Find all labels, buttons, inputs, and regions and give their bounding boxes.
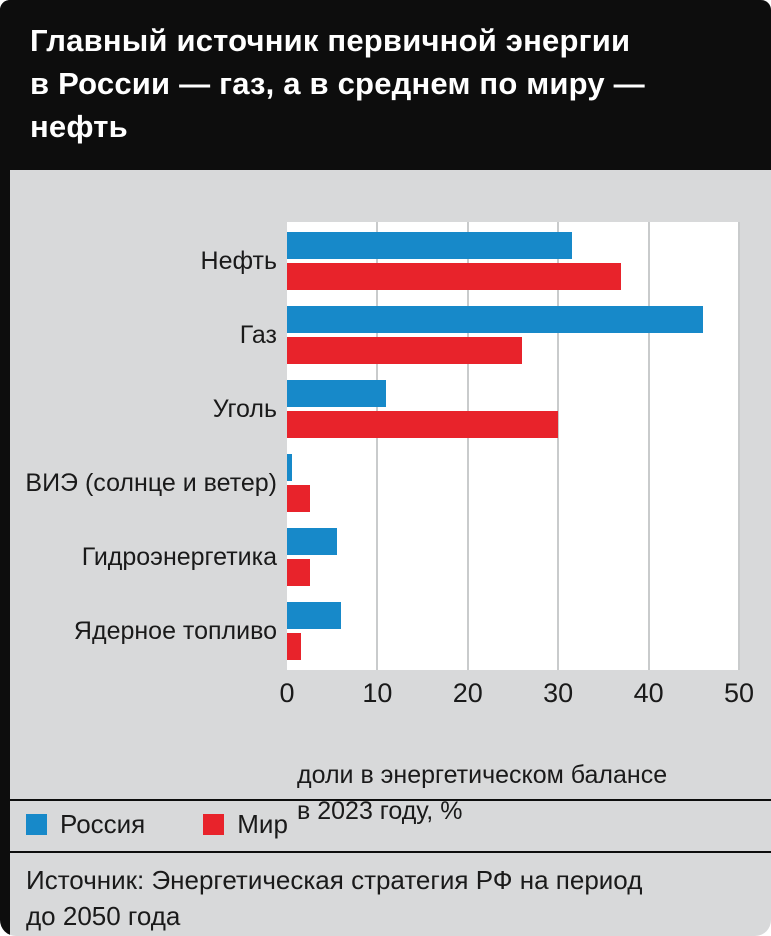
bar-Россия — [287, 232, 572, 260]
x-axis-caption-line-1: доли в энергетическом балансе — [297, 761, 668, 790]
bar-Россия — [287, 306, 703, 334]
legend-label: Россия — [60, 809, 146, 839]
bar-Мир — [287, 633, 301, 661]
legend-item: Мир — [203, 809, 288, 840]
gridline-10 — [376, 222, 379, 671]
bar-groups — [287, 222, 739, 670]
chart-body: Нефть Газ Уголь ВИЭ (солнце и ветер) Гидроэн… — [0, 222, 771, 671]
chart-header: Главный источник первичной энергии в Рос… — [0, 0, 771, 171]
tick-label-30: 30 — [543, 678, 574, 709]
tick-label-40: 40 — [633, 678, 664, 709]
gridline-50 — [738, 222, 740, 671]
bar-Россия — [287, 528, 337, 556]
gridline-40 — [647, 222, 650, 671]
category-labels-column: Нефть Газ Уголь ВИЭ (солнце и ветер) Гидроэн… — [0, 222, 287, 670]
left-accent-strip — [0, 0, 10, 936]
tick-label-0: 0 — [279, 678, 295, 709]
bar-group — [287, 232, 739, 291]
gridline-20 — [466, 222, 469, 671]
source-note: Источник: Энергетическая стратегия РФ на… — [26, 862, 642, 935]
bar-group — [287, 602, 739, 661]
legend-label: Мир — [237, 809, 288, 839]
x-axis-caption: доли в энергетическом балансе в 2023 год… — [297, 758, 739, 829]
legend-bottom-divider — [0, 851, 771, 853]
bar-Мир — [287, 337, 523, 365]
legend-swatch — [26, 814, 47, 835]
category-label: Нефть — [200, 246, 277, 275]
bar-group — [287, 528, 739, 587]
bar-Мир — [287, 485, 310, 513]
category-label: Газ — [239, 320, 277, 349]
plot-area — [287, 222, 740, 671]
x-axis-ticks: 0 10 20 30 40 50 — [279, 678, 754, 712]
chart-title-line-1: Главный источник первичной энергии — [30, 23, 631, 58]
tick-label-50: 50 — [723, 678, 755, 709]
x-axis-caption-line-2: в 2023 году, % — [297, 796, 463, 825]
source-line-1: Источник: Энергетическая стратегия РФ на… — [26, 865, 643, 895]
legend-top-divider — [0, 799, 771, 801]
bar-group — [287, 454, 739, 513]
tick-label-10: 10 — [362, 678, 393, 709]
bar-group — [287, 306, 739, 365]
bar-group — [287, 380, 739, 439]
legend: Россия Мир — [26, 809, 288, 840]
category-label: Уголь — [212, 394, 277, 423]
chart-section: Нефть Газ Уголь ВИЭ (солнце и ветер) Гидроэн… — [0, 170, 771, 829]
bar-Россия — [287, 454, 292, 482]
category-label: Гидроэнергетика — [81, 542, 277, 571]
legend-item: Россия — [26, 809, 145, 840]
chart-title-line-2: в России — газ, а в среднем по миру — не… — [30, 65, 645, 144]
bar-Россия — [287, 602, 342, 630]
source-line-2: до 2050 года — [26, 901, 181, 932]
category-label: Ядерное топливо — [73, 616, 277, 645]
gridline-30 — [557, 222, 560, 671]
bar-Мир — [287, 559, 310, 587]
tick-label-20: 20 — [452, 678, 483, 709]
bar-Мир — [287, 263, 622, 291]
legend-swatch — [203, 814, 225, 835]
category-label: ВИЭ (солнце и ветер) — [25, 468, 277, 497]
bar-Россия — [287, 380, 387, 408]
bar-Мир — [287, 411, 559, 439]
